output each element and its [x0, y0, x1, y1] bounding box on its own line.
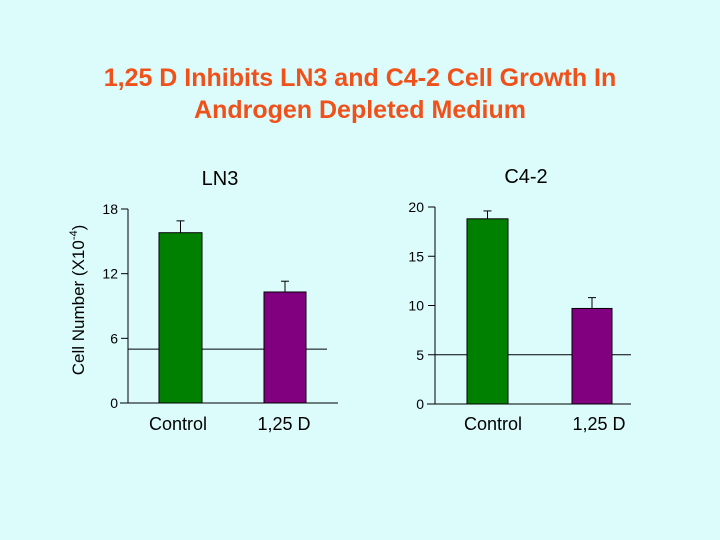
y-axis-label: Cell Number (X10-4) [68, 225, 88, 376]
c42-y-tick-label: 20 [408, 199, 424, 215]
c42-y-tick-label: 0 [416, 396, 424, 412]
ln3-category-label: Control [149, 414, 207, 434]
ln3-y-tick-label: 18 [102, 201, 118, 217]
title-line-2: Androgen Depleted Medium [194, 96, 526, 124]
c42-chart-title: C4-2 [504, 166, 547, 188]
ln3-chart-title: LN3 [202, 168, 239, 190]
ln3-bar-treated [263, 291, 307, 404]
ln3-y-tick-label: 6 [110, 330, 118, 346]
ln3-y-tick-label: 12 [102, 266, 118, 282]
ln3-y-tick-label: 0 [110, 395, 118, 411]
c42-y-tick-label: 5 [416, 347, 424, 363]
c42-y-tick-label: 10 [408, 298, 424, 314]
c42-category-label: 1,25 D [572, 414, 625, 434]
c42-category-label: Control [464, 414, 522, 434]
c42-y-tick-label: 15 [408, 248, 424, 264]
c42-bar-treated [571, 307, 613, 405]
ln3-bar-control [158, 232, 203, 404]
c42-bar-control [466, 218, 509, 405]
ln3-category-label: 1,25 D [257, 414, 310, 434]
title-line-1: 1,25 D Inhibits LN3 and C4-2 Cell Growth… [103, 64, 617, 92]
slide-title: 1,25 D Inhibits LN3 and C4-2 Cell Growth… [0, 62, 720, 126]
